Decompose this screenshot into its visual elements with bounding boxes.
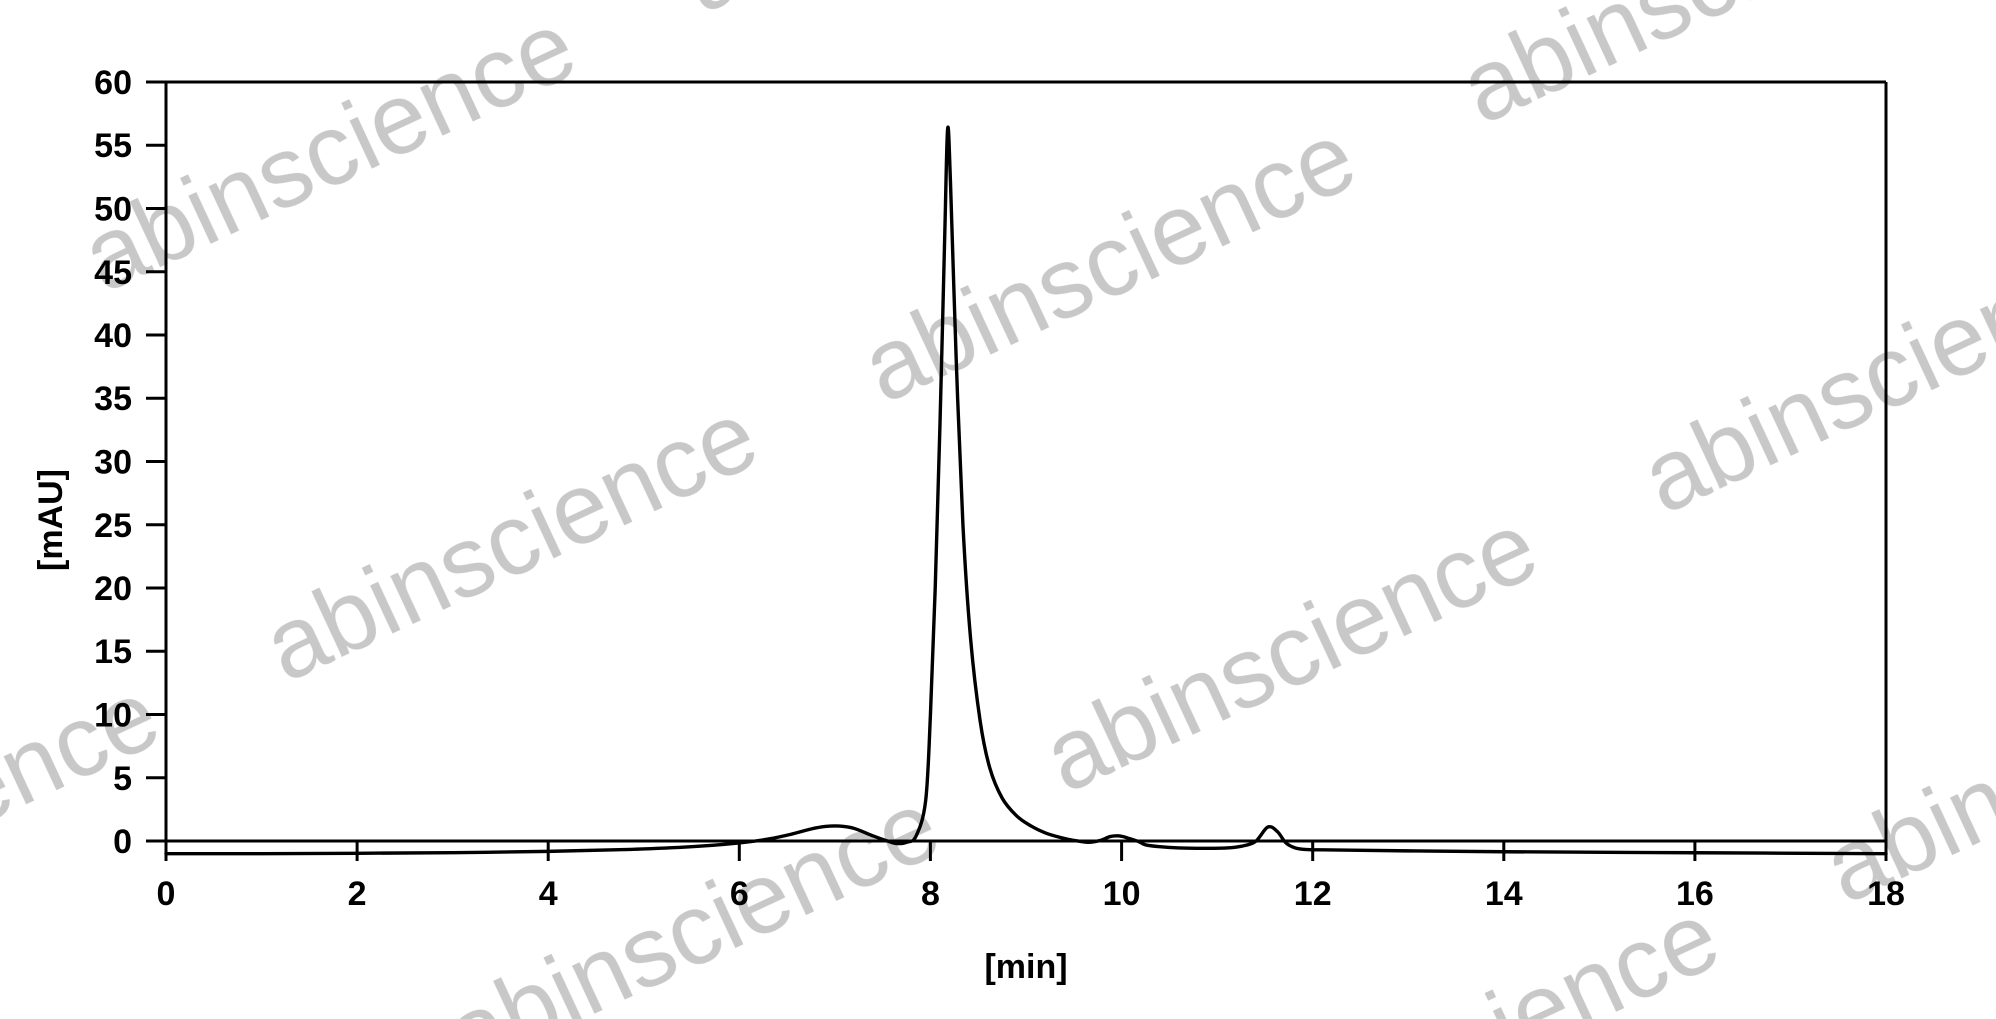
svg-text:0: 0: [157, 875, 176, 913]
svg-text:15: 15: [94, 633, 132, 671]
svg-text:[mAU]: [mAU]: [32, 469, 70, 571]
svg-text:25: 25: [94, 507, 132, 545]
svg-text:60: 60: [94, 64, 132, 102]
svg-text:[min]: [min]: [984, 948, 1067, 986]
svg-text:20: 20: [94, 570, 132, 608]
svg-text:45: 45: [94, 254, 132, 292]
svg-text:30: 30: [94, 444, 132, 482]
svg-text:14: 14: [1485, 875, 1523, 913]
svg-text:35: 35: [94, 380, 132, 418]
svg-text:16: 16: [1676, 875, 1714, 913]
svg-text:0: 0: [113, 823, 132, 861]
svg-text:50: 50: [94, 191, 132, 229]
svg-text:10: 10: [94, 697, 132, 735]
svg-text:4: 4: [539, 875, 558, 913]
svg-text:18: 18: [1867, 875, 1905, 913]
svg-text:10: 10: [1103, 875, 1141, 913]
svg-text:6: 6: [730, 875, 749, 913]
svg-text:8: 8: [921, 875, 940, 913]
svg-text:55: 55: [94, 127, 132, 165]
svg-text:2: 2: [348, 875, 367, 913]
svg-text:5: 5: [113, 760, 132, 798]
svg-text:12: 12: [1294, 875, 1332, 913]
svg-text:40: 40: [94, 317, 132, 355]
